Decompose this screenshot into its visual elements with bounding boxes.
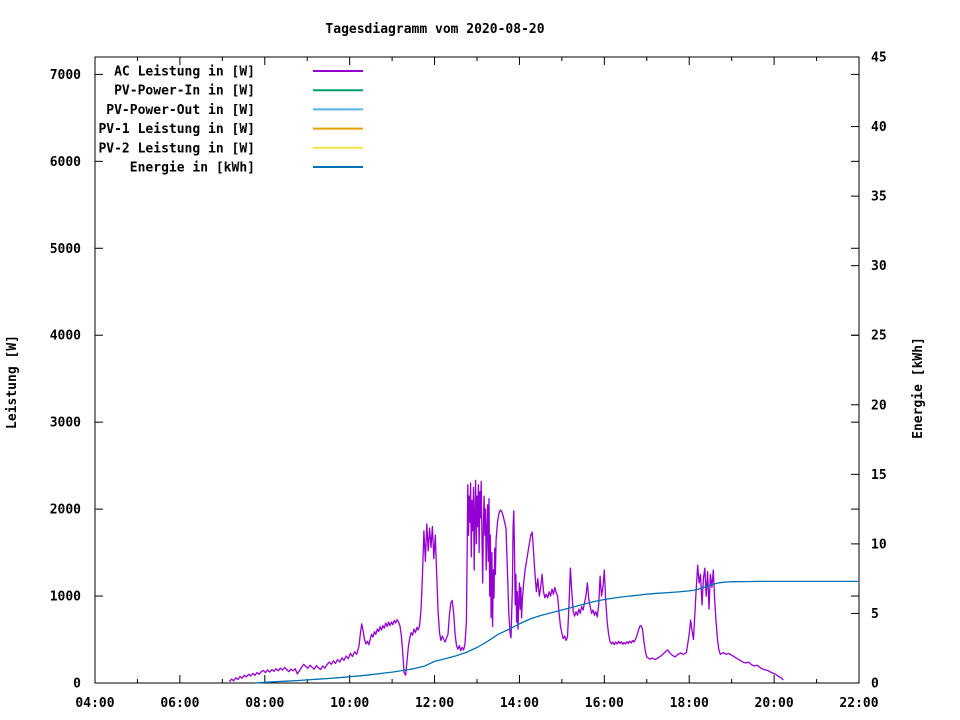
legend-label: Energie in [kWh] bbox=[130, 161, 255, 176]
chart-title: Tagesdiagramm vom 2020-08-20 bbox=[325, 22, 544, 37]
y1-tick-label: 4000 bbox=[50, 329, 81, 344]
x-tick-label: 20:00 bbox=[755, 696, 794, 711]
y1-tick-label: 5000 bbox=[50, 242, 81, 257]
y2-tick-label: 45 bbox=[871, 51, 887, 66]
y2-tick-label: 30 bbox=[871, 259, 887, 274]
y1-tick-label: 2000 bbox=[50, 503, 81, 518]
x-tick-label: 12:00 bbox=[415, 696, 454, 711]
y1-tick-label: 1000 bbox=[50, 590, 81, 605]
y1-tick-label: 7000 bbox=[50, 68, 81, 83]
x-tick-label: 16:00 bbox=[585, 696, 624, 711]
y-axis-title: Leistung [W] bbox=[5, 335, 20, 429]
x-tick-label: 10:00 bbox=[330, 696, 369, 711]
legend-label: AC Leistung in [W] bbox=[114, 65, 255, 80]
y2-tick-label: 10 bbox=[871, 537, 887, 552]
x-tick-label: 06:00 bbox=[160, 696, 199, 711]
y2-tick-label: 0 bbox=[871, 677, 879, 692]
y2-tick-label: 25 bbox=[871, 329, 887, 344]
series-line-energie-in-kwh- bbox=[254, 580, 859, 684]
y1-tick-label: 0 bbox=[73, 677, 81, 692]
y2-tick-label: 15 bbox=[871, 468, 887, 483]
legend-label: PV-2 Leistung in [W] bbox=[98, 141, 255, 156]
y2-tick-label: 5 bbox=[871, 607, 879, 622]
x-tick-label: 18:00 bbox=[670, 696, 709, 711]
plot-area: 04:00 06:00 08:00 10:00 12:00 14:00 16:00 18:00… bbox=[50, 51, 887, 712]
y2-tick-label: 35 bbox=[871, 190, 887, 205]
x-tick-label: 04:00 bbox=[75, 696, 114, 711]
legend-label: PV-Power-Out in [W] bbox=[106, 103, 255, 118]
y1-tick-label: 6000 bbox=[50, 155, 81, 170]
y2-tick-label: 20 bbox=[871, 398, 887, 413]
y2-tick-label: 40 bbox=[871, 120, 887, 135]
y1-tick-label: 3000 bbox=[50, 416, 81, 431]
legend-label: PV-1 Leistung in [W] bbox=[98, 122, 255, 137]
y2-axis-title: Energie [kWh] bbox=[911, 337, 926, 439]
x-tick-label: 22:00 bbox=[839, 696, 878, 711]
series-line-ac-leistung-in-w- bbox=[228, 479, 784, 683]
x-tick-label: 08:00 bbox=[245, 696, 284, 711]
legend-label: PV-Power-In in [W] bbox=[114, 84, 255, 99]
x-tick-label: 14:00 bbox=[500, 696, 539, 711]
